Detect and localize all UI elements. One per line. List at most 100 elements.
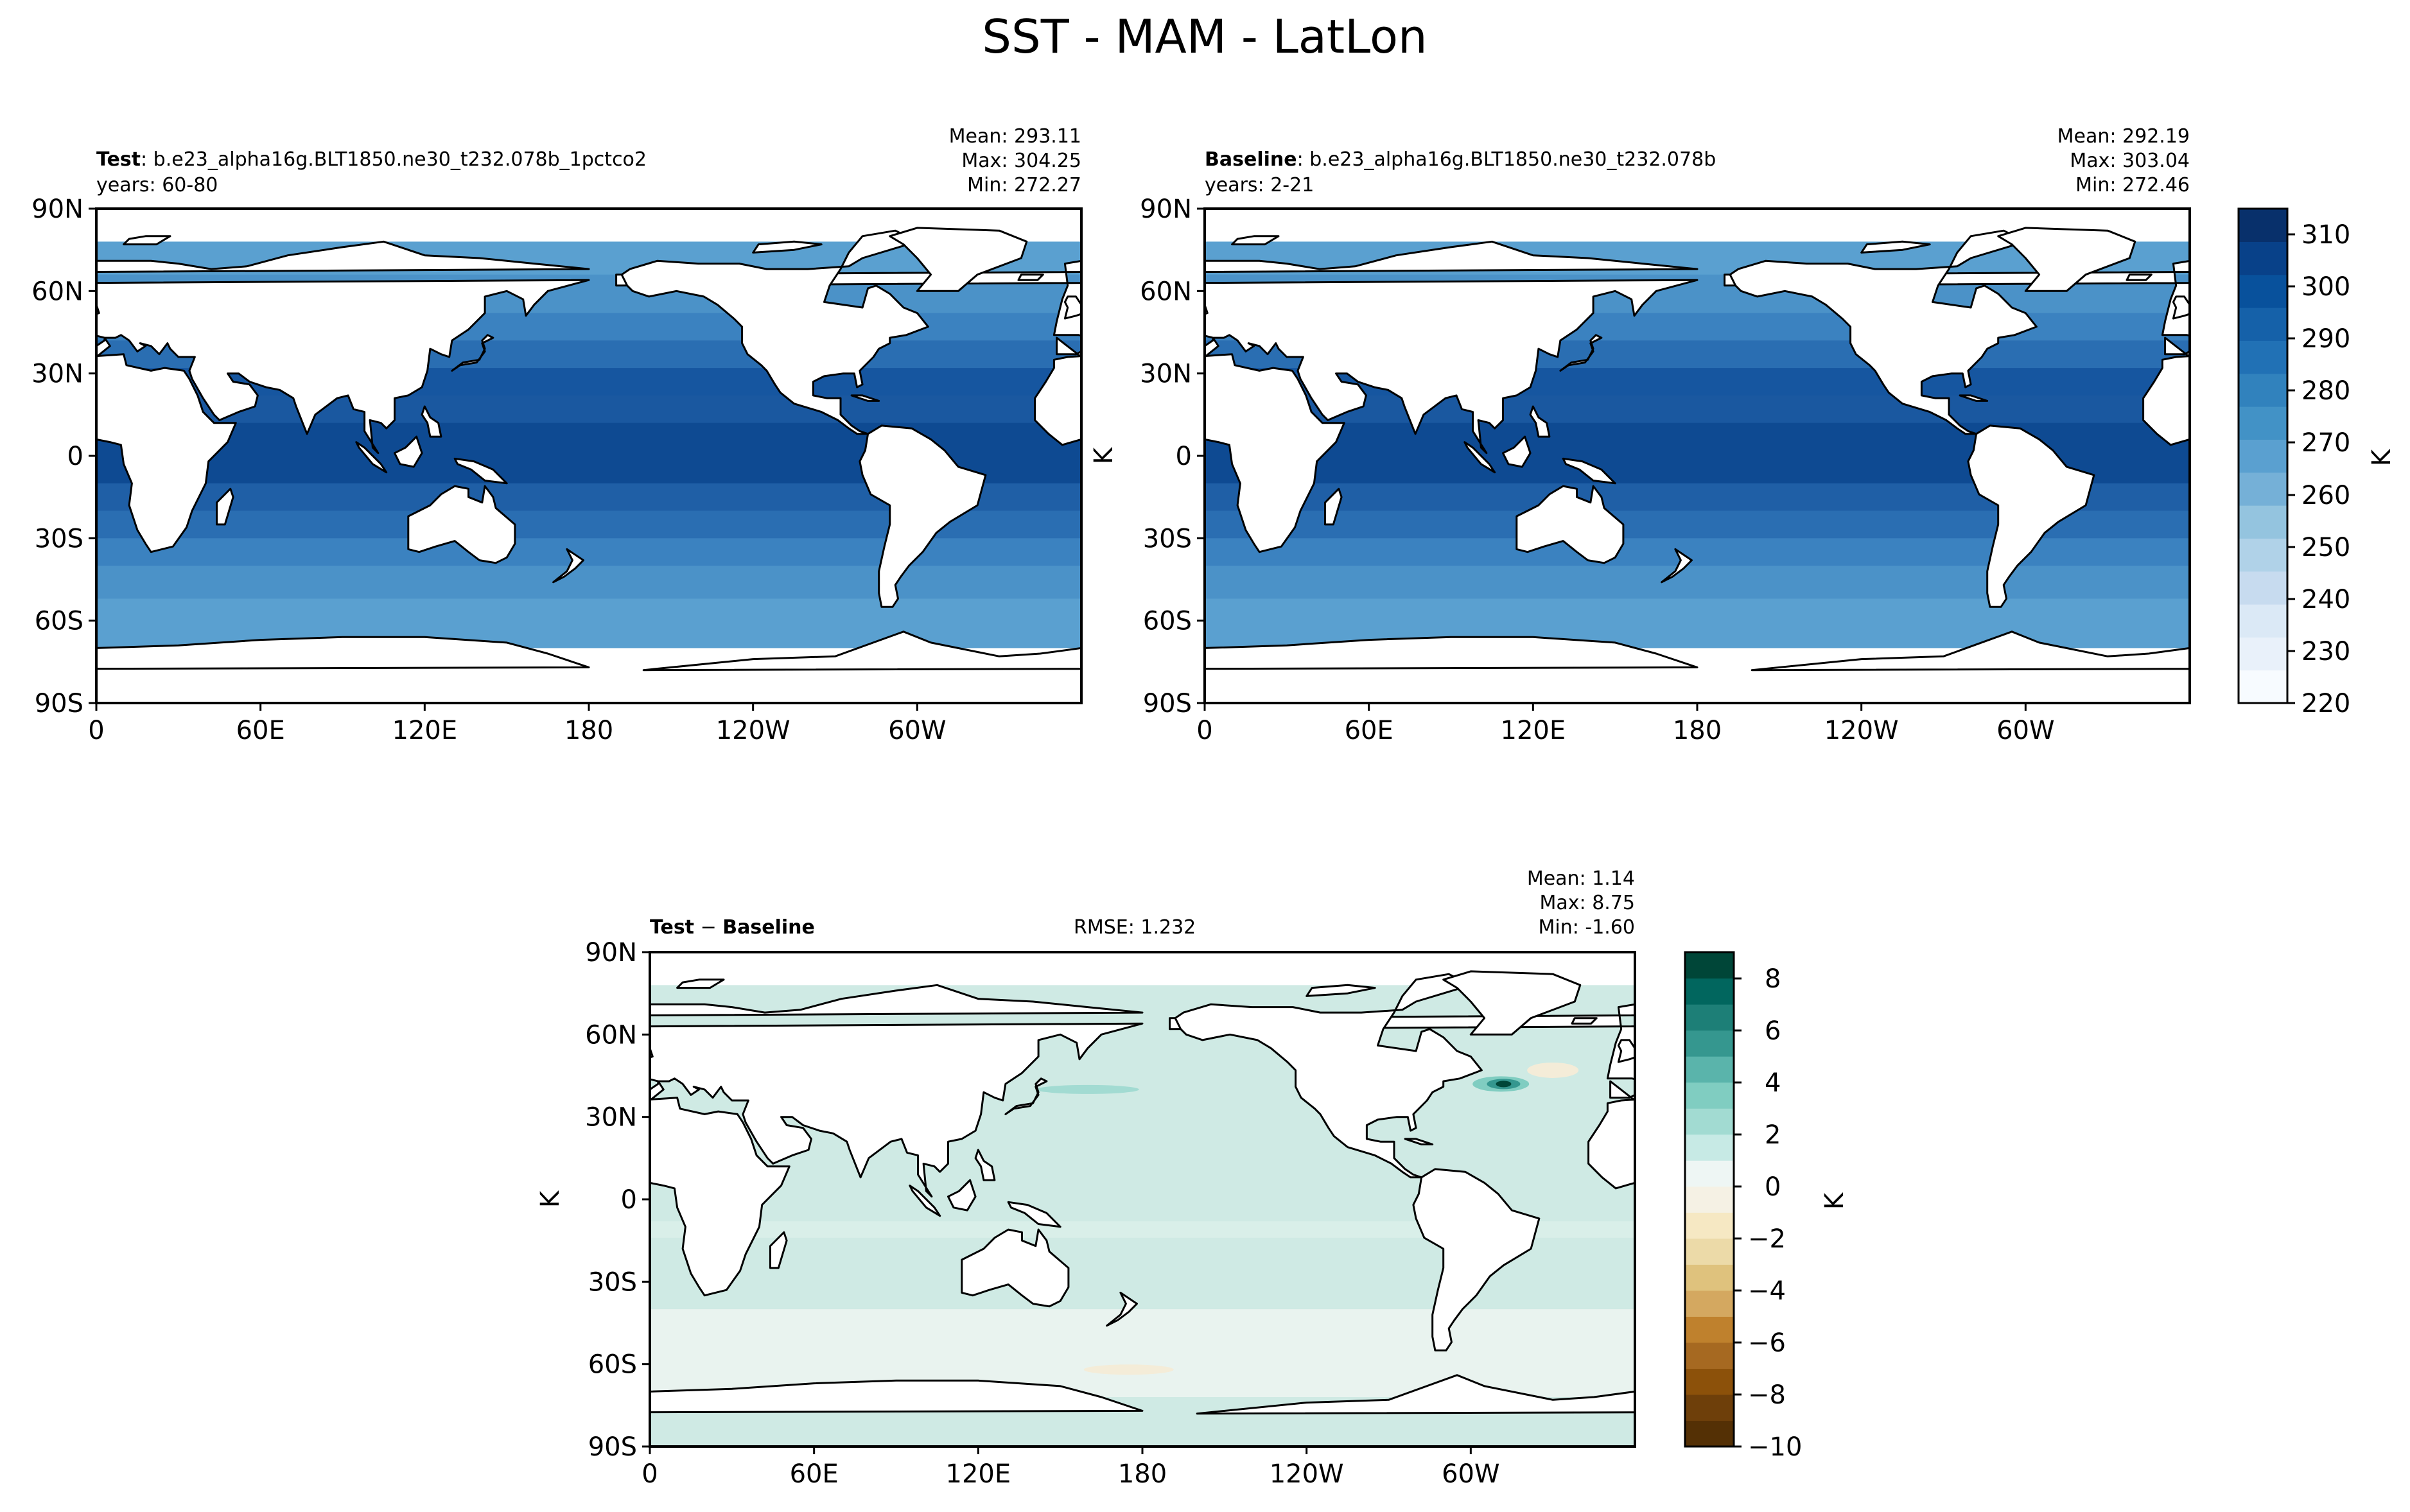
land-svalbard bbox=[1231, 235, 1280, 246]
y-tick-label: 30N bbox=[1140, 360, 1192, 389]
panel-baseline-case: : b.e23_alpha16g.BLT1850.ne30_t232.078b bbox=[1297, 148, 1716, 171]
panel-diff: Test − Baseline RMSE: 1.232 Mean: 1.14 M… bbox=[536, 867, 1636, 1489]
land-borneo bbox=[394, 435, 423, 468]
y-tick-label: 30N bbox=[585, 1103, 637, 1133]
panel-test-case: : b.e23_alpha16g.BLT1850.ne30_t232.078b_… bbox=[141, 148, 647, 171]
colorbar-segment bbox=[1685, 1030, 1734, 1057]
y-tick-label: 90N bbox=[1140, 195, 1192, 224]
colorbar-main: 310 300 290 280 270 260 250 240 230 220 … bbox=[2237, 207, 2397, 718]
panel-baseline-label: Baseline: b.e23_alpha16g.BLT1850.ne30_t2… bbox=[1205, 148, 1716, 171]
colorbar-main-ticklabel: 310 bbox=[2301, 220, 2350, 250]
colorbar-main-bar bbox=[2237, 207, 2289, 704]
colorbar-segment bbox=[1685, 1394, 1734, 1421]
colorbar-diff-ticklabel: −2 bbox=[1748, 1224, 1786, 1254]
x-tick-label: 60E bbox=[236, 716, 285, 745]
land-antarctica bbox=[1205, 636, 1698, 703]
map-field bbox=[650, 952, 1635, 1447]
y-tick-label: 0 bbox=[621, 1185, 637, 1215]
land-japan bbox=[451, 334, 494, 372]
panel-test-label: Test: b.e23_alpha16g.BLT1850.ne30_t232.0… bbox=[96, 148, 647, 171]
x-tick-label: 120E bbox=[1501, 716, 1566, 745]
colorbar-segment bbox=[1685, 1238, 1734, 1265]
colorbar-main-ticklabel: 270 bbox=[2301, 428, 2350, 458]
panel-test-years: years: 60-80 bbox=[96, 174, 218, 196]
panel-baseline-max: Max: 303.04 bbox=[2070, 150, 2190, 172]
x-tick-label: 60W bbox=[1442, 1459, 1499, 1489]
sst-band bbox=[96, 538, 1081, 566]
panel-test-min: Min: 272.27 bbox=[967, 174, 1081, 196]
panel-test-mean: Mean: 293.11 bbox=[949, 125, 1081, 148]
sst-band bbox=[1205, 395, 2190, 424]
x-tick-label: 120W bbox=[1270, 1459, 1344, 1489]
y-tick-label: 0 bbox=[67, 442, 83, 471]
x-tick-label: 0 bbox=[1196, 716, 1212, 745]
land-cuba bbox=[1959, 394, 1989, 402]
land-japan bbox=[1004, 1077, 1048, 1115]
y-tick-label: 90S bbox=[35, 689, 83, 718]
land-borneo bbox=[947, 1179, 977, 1212]
colorbar-main-ticklabel: 260 bbox=[2301, 481, 2350, 510]
colorbar-segment bbox=[1685, 1290, 1734, 1317]
panel-baseline: Baseline: b.e23_alpha16g.BLT1850.ne30_t2… bbox=[1089, 125, 2191, 745]
land-eurasia bbox=[650, 984, 1144, 1198]
map-field bbox=[96, 209, 1081, 703]
map-diff: 0 60E 120E 180 120W 60W 90N 60N 30N 0 30S 60S 90S bbox=[585, 938, 1636, 1489]
y-tick-label: 30S bbox=[35, 524, 83, 553]
land-philippines bbox=[421, 405, 442, 438]
colorbar-diff-ticklabel: −10 bbox=[1748, 1432, 1802, 1462]
land-uk bbox=[1617, 1039, 1635, 1063]
colorbar-main-ticklabel: 220 bbox=[2301, 689, 2350, 718]
x-tick-label: 60W bbox=[1996, 716, 2054, 745]
land-australia bbox=[407, 485, 516, 564]
colorbar-main-ticklabel: 280 bbox=[2301, 376, 2350, 406]
colorbar-segment bbox=[2239, 308, 2287, 341]
x-tick-label: 120E bbox=[392, 716, 458, 745]
colorbar-diff-ticks: 8 6 4 2 0 −2 −4 −6 −8 −10 bbox=[1734, 964, 1802, 1462]
colorbar-segment bbox=[2239, 274, 2287, 308]
colorbar-diff-label: K bbox=[1820, 1192, 1849, 1210]
x-tick-label: 180 bbox=[1118, 1459, 1167, 1489]
y-tick-label: 60N bbox=[1140, 277, 1192, 306]
land-iceland bbox=[1017, 274, 1044, 281]
y-tick-label: 60S bbox=[588, 1350, 637, 1380]
land-africa bbox=[1587, 1099, 1635, 1190]
land-madagascar bbox=[769, 1231, 788, 1269]
land-uk bbox=[2172, 295, 2190, 320]
land-iceland bbox=[2126, 274, 2152, 281]
colorbar-segment bbox=[1685, 1186, 1734, 1213]
land-philippines bbox=[1529, 405, 1551, 438]
land-madagascar bbox=[216, 487, 234, 526]
sst-band bbox=[96, 395, 1081, 424]
land-antarctica bbox=[1196, 1374, 1635, 1447]
colorbar-segment bbox=[2239, 472, 2287, 506]
colorbar-main-label: K bbox=[2367, 448, 2397, 466]
colorbar-diff-bar bbox=[1684, 951, 1735, 1448]
y-tick-label: 90N bbox=[585, 938, 637, 968]
y-tick-label: 0 bbox=[1176, 442, 1192, 471]
colorbar-diff-ticklabel: 4 bbox=[1765, 1068, 1781, 1098]
y-tick-label: 60N bbox=[31, 277, 83, 306]
colorbar-segment bbox=[1685, 1342, 1734, 1369]
colorbar-diff: 8 6 4 2 0 −2 −4 −6 −8 −10 K bbox=[1684, 951, 1849, 1462]
panel-baseline-label-bold: Baseline bbox=[1205, 148, 1297, 171]
colorbar-segment bbox=[2239, 241, 2287, 275]
colorbar-diff-ticklabel: −4 bbox=[1748, 1276, 1786, 1306]
colorbar-diff-ticklabel: 6 bbox=[1765, 1016, 1781, 1046]
colorbar-segment bbox=[2239, 538, 2287, 572]
land-cuba bbox=[850, 394, 880, 402]
x-tick-label: 0 bbox=[88, 716, 104, 745]
land-greenland bbox=[889, 227, 1028, 292]
x-tick-label: 60W bbox=[888, 716, 946, 745]
land-africa bbox=[1205, 353, 1345, 553]
colorbar-segment bbox=[1685, 1420, 1734, 1447]
x-tick-label: 60E bbox=[1345, 716, 1393, 745]
land-south-america bbox=[1412, 1168, 1541, 1351]
land-sumatra bbox=[1463, 441, 1496, 474]
panel-baseline-years: years: 2-21 bbox=[1205, 174, 1314, 196]
land-south-america bbox=[1967, 424, 2095, 608]
y-tick-label: 60N bbox=[585, 1020, 637, 1050]
y-tick-label: 60S bbox=[1143, 607, 1192, 636]
colorbar-segment bbox=[2239, 571, 2287, 605]
panel-diff-mean: Mean: 1.14 bbox=[1527, 867, 1635, 890]
